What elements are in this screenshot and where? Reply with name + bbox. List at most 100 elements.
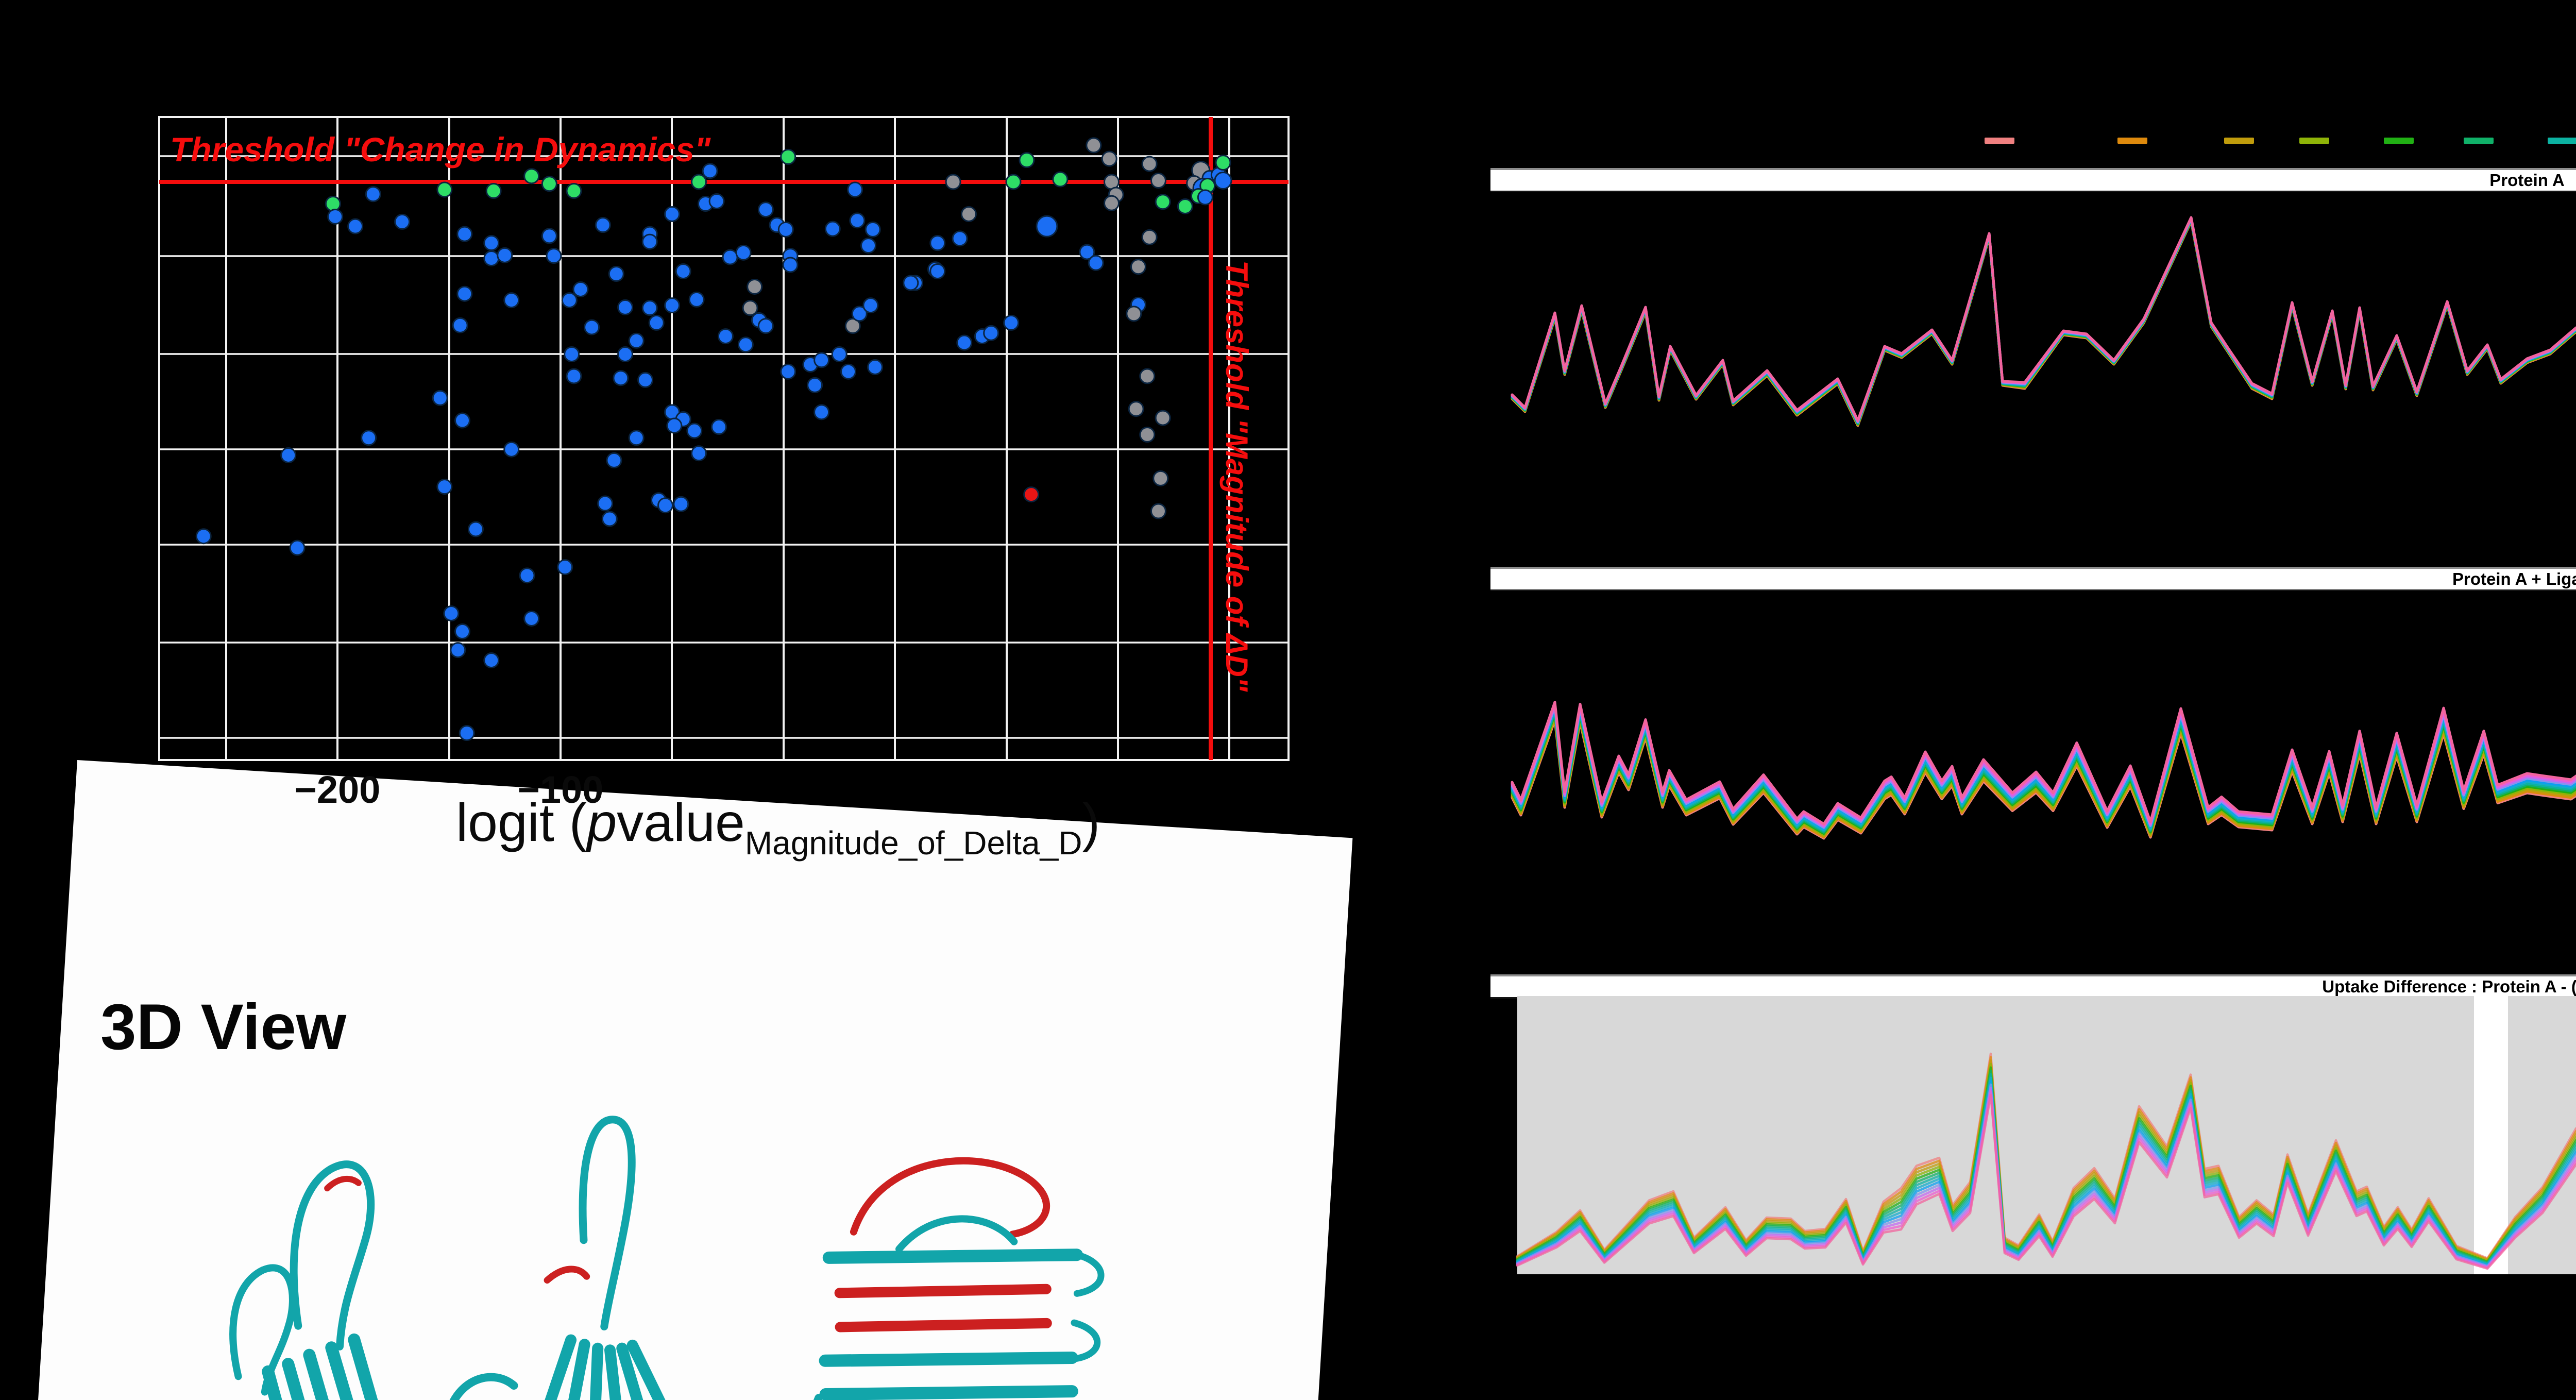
legend-swatch-2[interactable] <box>2117 138 2147 144</box>
volcano-point[interactable] <box>807 377 823 393</box>
volcano-point[interactable] <box>1192 178 1214 199</box>
volcano-point[interactable] <box>601 511 618 527</box>
volcano-point[interactable] <box>1153 470 1169 486</box>
volcano-point[interactable] <box>606 452 622 468</box>
volcano-point[interactable] <box>541 176 557 192</box>
volcano-point[interactable] <box>584 319 600 335</box>
volcano-point[interactable] <box>641 226 658 242</box>
volcano-point[interactable] <box>523 610 540 627</box>
volcano-point[interactable] <box>456 226 473 242</box>
volcano-point[interactable] <box>717 328 734 345</box>
volcano-point[interactable] <box>814 352 830 368</box>
volcano-point[interactable] <box>1190 188 1207 205</box>
volcano-point[interactable] <box>844 318 861 334</box>
volcano-point[interactable] <box>1139 427 1156 443</box>
volcano-point[interactable] <box>735 244 752 261</box>
volcano-point[interactable] <box>657 497 674 514</box>
volcano-point[interactable] <box>456 285 473 302</box>
volcano-point[interactable] <box>675 411 691 428</box>
volcano-point[interactable] <box>1003 314 1020 331</box>
volcano-point[interactable] <box>927 261 943 278</box>
volcano-point[interactable] <box>780 148 796 165</box>
volcano-point[interactable] <box>566 368 582 384</box>
volcano-point[interactable] <box>983 325 999 341</box>
volcano-point[interactable] <box>802 356 819 373</box>
volcano-point[interactable] <box>628 332 645 349</box>
volcano-point[interactable] <box>564 346 580 363</box>
volcano-point[interactable] <box>467 521 484 537</box>
volcano-point[interactable] <box>454 623 470 639</box>
volcano-point[interactable] <box>1155 410 1171 426</box>
volcano-point[interactable] <box>860 238 877 254</box>
volcano-point[interactable] <box>903 275 919 291</box>
volcano-point[interactable] <box>1108 187 1124 203</box>
volcano-point[interactable] <box>280 447 297 463</box>
volcano-point[interactable] <box>849 212 866 229</box>
volcano-point[interactable] <box>485 183 502 199</box>
legend-swatch-4[interactable] <box>2299 138 2329 144</box>
volcano-point[interactable] <box>686 423 703 439</box>
volcano-point[interactable] <box>1023 486 1040 503</box>
volcano-point[interactable] <box>814 404 830 420</box>
3d-view-panel[interactable] <box>27 760 1353 1400</box>
volcano-point[interactable] <box>628 430 645 446</box>
volcano-point[interactable] <box>1088 255 1104 271</box>
volcano-point[interactable] <box>1139 368 1156 384</box>
volcano-point[interactable] <box>541 228 557 244</box>
volcano-point[interactable] <box>697 195 714 212</box>
volcano-point[interactable] <box>641 300 658 316</box>
volcano-point[interactable] <box>1214 172 1232 190</box>
volcano-point[interactable] <box>459 725 475 741</box>
volcano-point[interactable] <box>436 181 453 198</box>
volcano-point[interactable] <box>452 317 468 333</box>
volcano-point[interactable] <box>945 174 961 190</box>
volcano-point[interactable] <box>443 605 460 621</box>
volcano-point[interactable] <box>666 417 683 434</box>
volcano-point[interactable] <box>929 263 946 280</box>
volcano-point[interactable] <box>613 370 629 386</box>
volcano-point[interactable] <box>572 281 589 297</box>
volcano-point[interactable] <box>782 257 799 273</box>
volcano-point[interactable] <box>483 235 500 251</box>
volcano-point[interactable] <box>519 567 535 584</box>
volcano-point[interactable] <box>675 263 691 280</box>
volcano-point[interactable] <box>503 292 520 309</box>
volcano-point[interactable] <box>847 181 863 198</box>
volcano-point[interactable] <box>1086 137 1102 154</box>
volcano-point[interactable] <box>1191 161 1211 180</box>
legend-swatch-6[interactable] <box>2464 138 2494 144</box>
volcano-point[interactable] <box>867 359 884 375</box>
volcano-point[interactable] <box>289 539 306 556</box>
volcano-point[interactable] <box>782 248 799 264</box>
volcano-point[interactable] <box>651 492 667 509</box>
volcano-point[interactable] <box>907 275 923 291</box>
volcano-point[interactable] <box>664 206 680 222</box>
volcano-point[interactable] <box>436 479 453 495</box>
volcano-point[interactable] <box>664 297 680 314</box>
volcano-point[interactable] <box>1005 174 1022 190</box>
volcano-point[interactable] <box>1019 152 1035 168</box>
volcano-point[interactable] <box>1177 198 1193 214</box>
volcano-point[interactable] <box>1052 171 1069 188</box>
volcano-point[interactable] <box>1197 189 1213 206</box>
volcano-point[interactable] <box>747 278 763 295</box>
volcano-point[interactable] <box>195 528 212 545</box>
volcano-point[interactable] <box>1101 150 1117 167</box>
volcano-point[interactable] <box>1104 174 1120 190</box>
volcano-point[interactable] <box>1201 170 1218 187</box>
volcano-point[interactable] <box>737 336 754 353</box>
volcano-point[interactable] <box>664 404 680 420</box>
volcano-point[interactable] <box>365 186 381 203</box>
volcano-point[interactable] <box>637 372 654 388</box>
volcano-point[interactable] <box>566 183 582 199</box>
volcano-point[interactable] <box>974 328 990 345</box>
volcano-point[interactable] <box>929 235 946 251</box>
volcano-point[interactable] <box>394 213 411 230</box>
volcano-point[interactable] <box>450 642 466 659</box>
volcano-point[interactable] <box>840 363 857 380</box>
volcano-point[interactable] <box>769 217 785 233</box>
volcano-point[interactable] <box>1036 215 1058 238</box>
volcano-point[interactable] <box>617 299 634 315</box>
volcano-point[interactable] <box>757 201 774 218</box>
volcano-point[interactable] <box>708 193 725 209</box>
